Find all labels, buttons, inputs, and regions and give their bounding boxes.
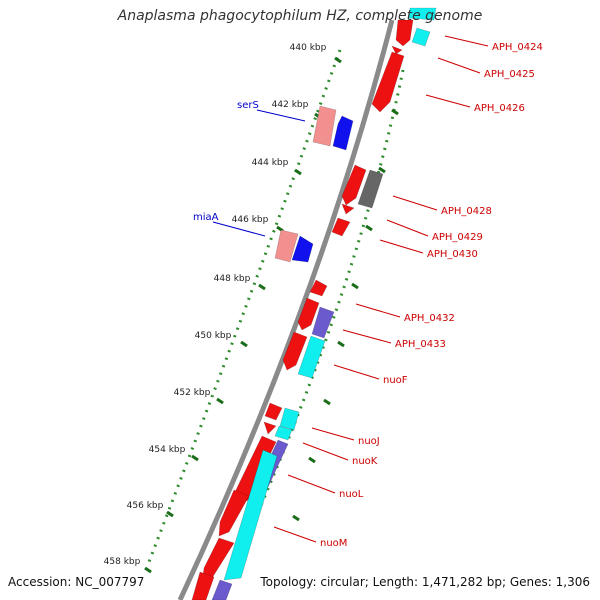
ruler-tick [391, 108, 399, 116]
ruler-tick [258, 283, 266, 291]
gene-arrow[interactable] [312, 105, 337, 147]
ruler-tick [308, 456, 316, 464]
gene-arrow[interactable] [218, 489, 250, 537]
gene-label[interactable]: APH_0426 [474, 103, 525, 114]
gene-callout-line [311, 427, 355, 441]
gene-arrow[interactable] [311, 306, 335, 339]
gene-label[interactable]: APH_0430 [427, 249, 478, 260]
ruler-tick [292, 514, 300, 522]
ruler-tick [334, 56, 342, 64]
gene-arrow[interactable] [411, 27, 431, 47]
gene-label[interactable]: APH_0425 [484, 69, 535, 80]
ruler-tick [166, 510, 174, 518]
gene-arrow[interactable] [357, 169, 384, 209]
gene-label[interactable]: nuoJ [358, 436, 380, 447]
ruler-label: 450 kbp [195, 331, 232, 341]
gene-arrow[interactable] [395, 19, 414, 47]
map-title: Anaplasma phagocytophilum HZ, complete g… [117, 8, 483, 24]
gene-callout-line [379, 239, 424, 254]
gene-arrow[interactable] [332, 115, 354, 151]
gene-label[interactable]: APH_0432 [404, 313, 455, 324]
gene-label[interactable]: nuoK [352, 456, 378, 467]
gene-arrow[interactable] [274, 425, 293, 441]
ruler-label: 448 kbp [214, 274, 251, 284]
gene-arrow[interactable] [371, 51, 405, 113]
ruler-tick [216, 397, 224, 405]
gene-callout-line [425, 94, 471, 108]
gene-arrow[interactable] [391, 45, 403, 55]
ruler-tick [294, 168, 302, 176]
gene-label[interactable]: miaA [193, 212, 219, 223]
gene-arrow[interactable] [191, 571, 215, 600]
gene-arrow[interactable] [223, 449, 278, 581]
gene-label[interactable]: nuoF [383, 375, 408, 386]
gene-arrow[interactable] [297, 335, 326, 379]
ruler-label: 444 kbp [252, 158, 289, 168]
gene-arrow[interactable] [263, 421, 277, 435]
ruler-label: 456 kbp [127, 501, 164, 511]
gene-label[interactable]: APH_0433 [395, 339, 446, 350]
gene-arrow[interactable] [282, 331, 308, 371]
accession-text: Accession: NC_007797 [8, 575, 145, 589]
ruler-tick [191, 454, 199, 462]
genome-backbone [177, 19, 395, 600]
ruler-label: 440 kbp [290, 43, 327, 53]
ruler-tick [337, 340, 345, 348]
ruler-label: 458 kbp [104, 557, 141, 567]
ruler-tick [144, 566, 152, 574]
gene-arrow[interactable] [279, 407, 300, 431]
gene-callout-line [342, 329, 392, 344]
gene-arrow[interactable] [274, 229, 299, 263]
ruler-tick [323, 398, 331, 406]
ruler-label: 442 kbp [272, 100, 309, 110]
gene-arrow[interactable] [297, 297, 320, 331]
ruler-label: 452 kbp [174, 388, 211, 398]
gene-arrow[interactable] [341, 164, 367, 206]
gene-callout-line [212, 221, 266, 237]
gene-arrow[interactable] [341, 203, 355, 215]
gene-arrow[interactable] [211, 579, 233, 600]
gene-arrow[interactable] [309, 279, 328, 297]
ruler-tick [240, 340, 248, 348]
gene-arrow[interactable] [331, 217, 351, 237]
inner-ruler-track [145, 49, 342, 568]
gene-callout-line [355, 303, 401, 318]
gene-callout-line [287, 474, 336, 494]
gene-label[interactable]: APH_0424 [492, 42, 543, 53]
gene-label[interactable]: APH_0428 [441, 206, 492, 217]
gene-label[interactable]: nuoM [320, 538, 347, 549]
gene-callout-line [386, 219, 429, 237]
gene-arrow[interactable] [264, 402, 283, 421]
ruler-tick [378, 166, 386, 174]
gene-label[interactable]: APH_0429 [432, 232, 483, 243]
gene-callout-line [333, 364, 380, 380]
gene-callout-line [444, 35, 489, 47]
gene-arrow[interactable] [408, 7, 437, 21]
ruler-tick [365, 224, 373, 232]
gene-callout-line [256, 109, 306, 122]
gene-callout-line [437, 57, 481, 74]
ruler-label: 446 kbp [232, 215, 269, 225]
gene-callout-line [302, 442, 349, 461]
gene-callout-line [392, 195, 438, 211]
topology-text: Topology: circular; Length: 1,471,282 bp… [260, 575, 590, 589]
ruler-label: 454 kbp [149, 445, 186, 455]
gene-label[interactable]: nuoL [339, 489, 364, 500]
gene-arrow[interactable] [291, 235, 314, 263]
gene-label[interactable]: serS [237, 100, 259, 111]
gene-callout-line [273, 526, 317, 543]
ruler-tick [351, 282, 359, 290]
